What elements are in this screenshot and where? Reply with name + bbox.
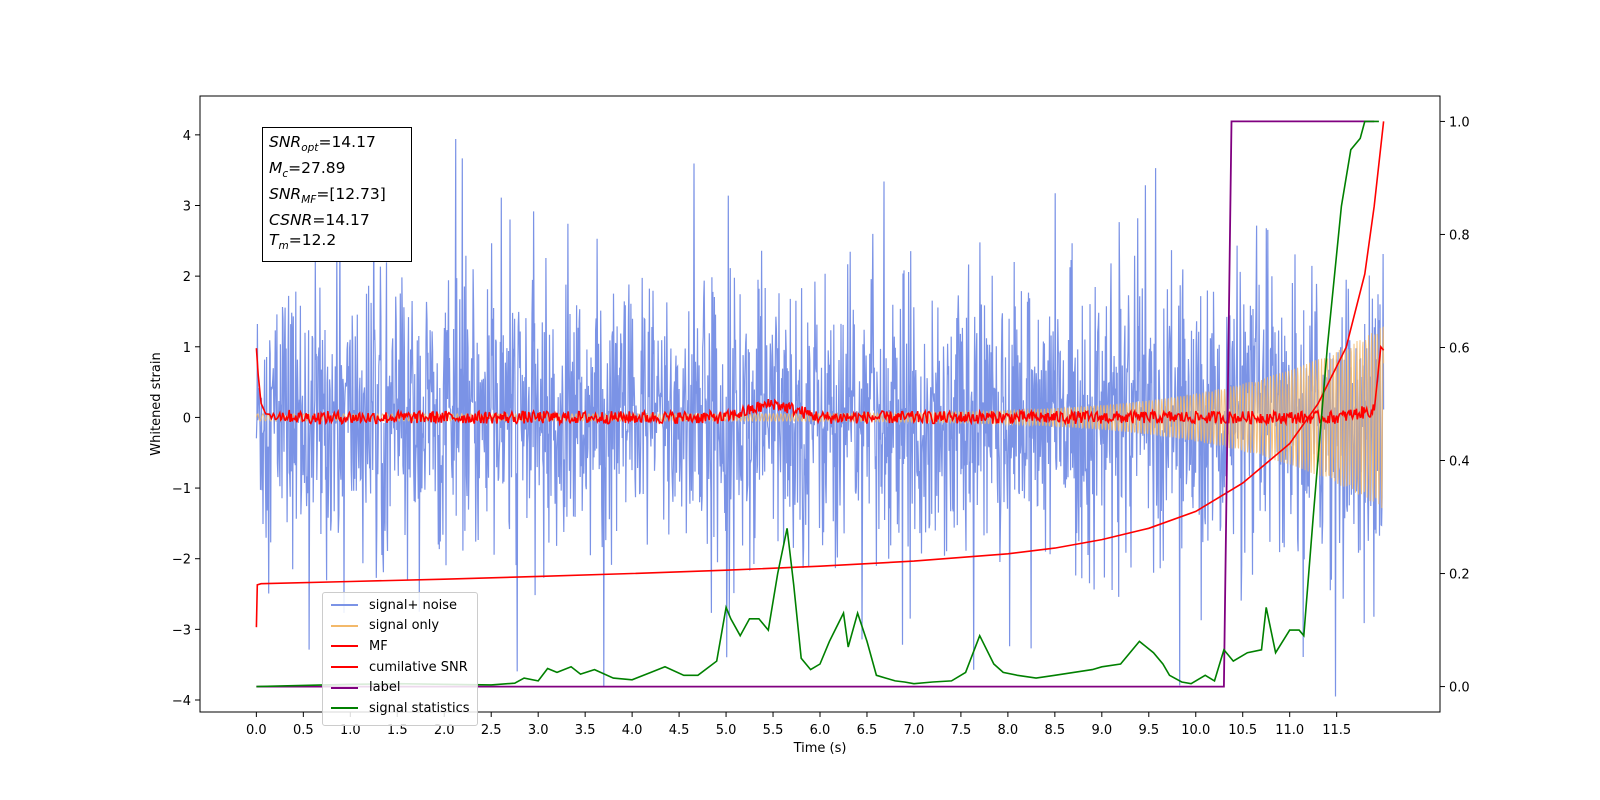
csnr-row: CSNR=14.17 [269, 211, 370, 230]
legend-item-mf: MF [323, 636, 477, 657]
x-tick-label: 4.0 [622, 723, 643, 738]
y-right-tick-label: 0.4 [1449, 455, 1470, 470]
x-tick-label: 10.0 [1181, 723, 1210, 738]
legend-label: signal statistics [369, 700, 470, 716]
x-tick-label: 3.0 [528, 723, 549, 738]
y-left-tick-label: 3 [183, 199, 191, 214]
x-tick-label: 1.0 [340, 723, 361, 738]
legend-item-signal-noise: signal+ noise [323, 595, 477, 616]
legend-label: MF [369, 638, 388, 654]
legend-swatch [331, 604, 358, 607]
mc-row: Mc=27.89 [269, 159, 346, 181]
x-tick-label: 4.5 [669, 723, 690, 738]
x-tick-label: 0.0 [246, 723, 267, 738]
legend-swatch [331, 624, 358, 627]
y-right-tick-label: 1.0 [1449, 115, 1470, 130]
x-axis: 0.0 0.5 1.0 1.5 2.0 2.5 3.0 3.5 4.0 4.5 5.0 5.5 6.0 6… [246, 712, 1351, 738]
series-mf [255, 344, 1385, 427]
x-tick-label: 8.5 [1045, 723, 1066, 738]
x-tick-label: 6.5 [857, 723, 878, 738]
y-left-tick-label: −2 [172, 553, 191, 568]
x-tick-label: 1.5 [387, 723, 408, 738]
y-right-tick-label: 0.0 [1449, 681, 1470, 696]
legend-swatch [331, 686, 358, 689]
snr-opt-row: SNRopt=14.17 [269, 133, 376, 155]
legend-label: cumilative SNR [369, 659, 468, 675]
x-tick-label: 11.0 [1275, 723, 1304, 738]
y-left-tick-label: 1 [183, 341, 191, 356]
x-tick-label: 11.5 [1322, 723, 1351, 738]
legend-label: signal only [369, 618, 440, 634]
legend-item-cumulative-snr: cumilative SNR [323, 657, 477, 678]
series-label [256, 120, 1375, 688]
x-tick-label: 9.5 [1138, 723, 1159, 738]
snr-mf-row: SNRMF=[12.73] [269, 185, 386, 207]
x-tick-label: 9.0 [1091, 723, 1112, 738]
y-right-tick-label: 0.8 [1449, 228, 1470, 243]
series-signal-statistics [256, 120, 1379, 688]
legend-label: label [369, 680, 401, 696]
x-tick-label: 6.0 [810, 723, 831, 738]
snr-mf-value: [12.73] [329, 185, 386, 204]
mc-value: 27.89 [301, 159, 346, 178]
series-layer [255, 120, 1385, 697]
snr-opt-value: 14.17 [331, 133, 376, 151]
y-left-tick-label: −3 [172, 623, 191, 638]
series-cumulative-snr [255, 121, 1385, 628]
y-left-tick-label: −4 [172, 694, 191, 709]
x-tick-label: 5.5 [763, 723, 784, 738]
legend-swatch [331, 666, 358, 669]
x-tick-label: 5.0 [716, 723, 737, 738]
y-right-tick-label: 0.2 [1449, 568, 1470, 583]
y-axis-label: Whitened strain [149, 352, 164, 455]
y-left-tick-label: 2 [183, 270, 191, 285]
y-left-tick-label: 4 [183, 129, 191, 144]
legend-swatch [331, 707, 358, 710]
legend-item-signal-statistics: signal statistics [323, 698, 477, 719]
y-left-tick-label: −1 [172, 482, 191, 497]
legend: signal+ noise signal only MF cumilative … [322, 592, 478, 726]
x-tick-label: 3.5 [575, 723, 596, 738]
annotation-box: SNRopt=14.17 Mc=27.89 SNRMF=[12.73] CSNR… [262, 127, 412, 263]
csnr-value: 14.17 [325, 211, 370, 230]
y-axis-right: 0.0 0.2 0.4 0.6 0.8 1.0 [1440, 115, 1470, 696]
tm-row: Tm=12.2 [269, 231, 337, 253]
x-tick-label: 10.5 [1228, 723, 1257, 738]
legend-label: signal+ noise [369, 597, 458, 613]
y-axis-left: −4 −3 −2 −1 0 1 2 3 4 [172, 129, 200, 709]
x-tick-label: 7.0 [904, 723, 925, 738]
legend-swatch [331, 645, 358, 648]
x-tick-label: 2.0 [434, 723, 455, 738]
x-tick-label: 8.0 [998, 723, 1019, 738]
legend-item-signal-only: signal only [323, 616, 477, 637]
y-left-tick-label: 0 [183, 411, 191, 426]
legend-item-label: label [323, 677, 477, 698]
x-axis-label: Time (s) [793, 741, 847, 756]
x-tick-label: 7.5 [951, 723, 972, 738]
x-tick-label: 2.5 [481, 723, 502, 738]
tm-value: 12.2 [301, 231, 337, 250]
x-tick-label: 0.5 [293, 723, 314, 738]
y-right-tick-label: 0.6 [1449, 341, 1470, 356]
